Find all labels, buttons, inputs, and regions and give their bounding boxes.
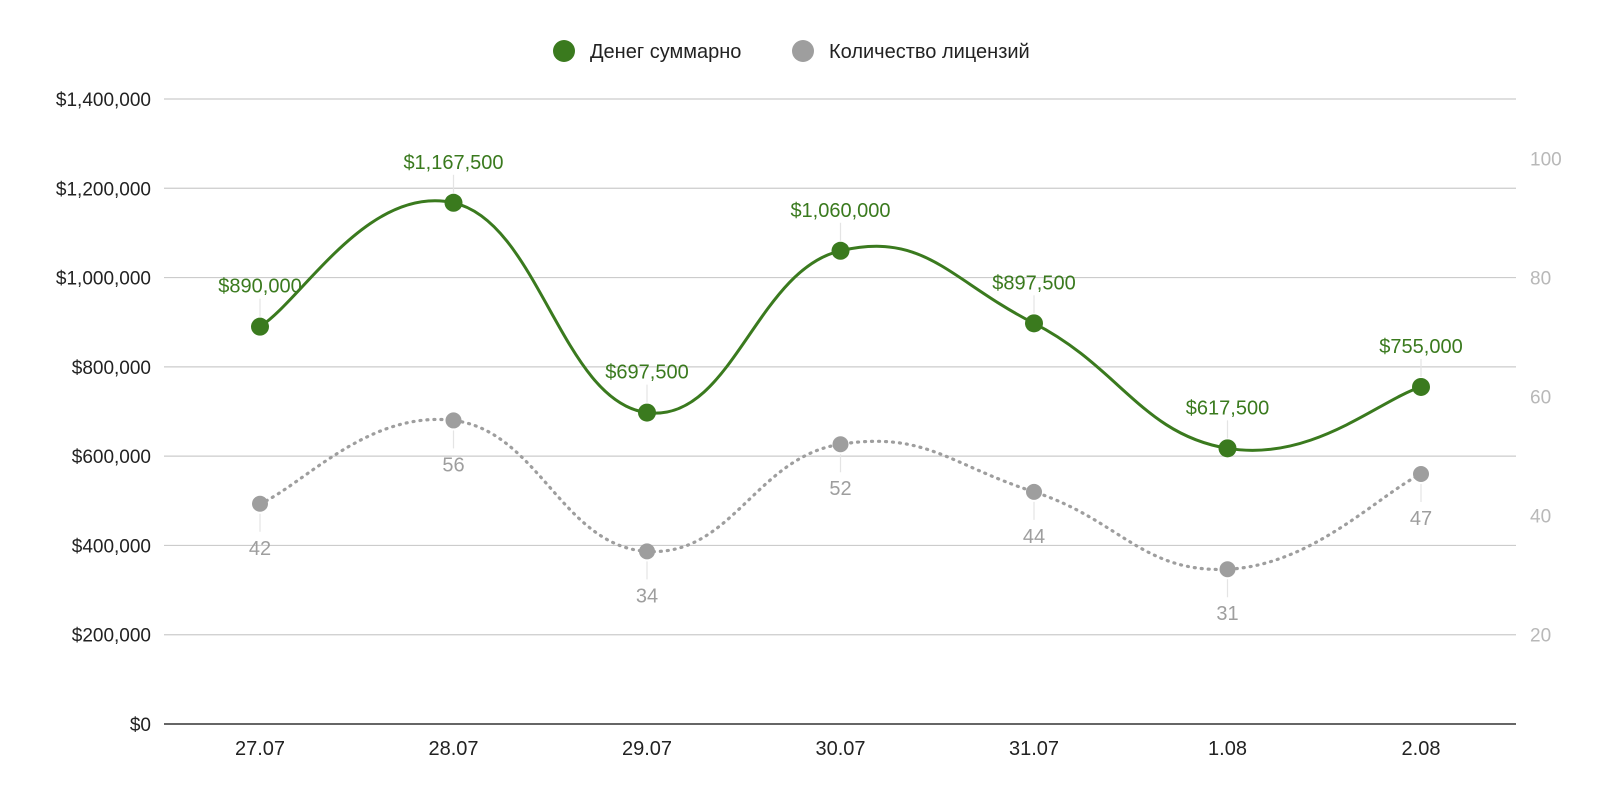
licenses-point — [639, 543, 655, 560]
licenses-data-label: 47 — [1410, 508, 1432, 530]
money-point — [1218, 439, 1237, 458]
licenses-data-label: 42 — [249, 538, 271, 560]
money-point — [1025, 314, 1043, 333]
y-axis-left: $0 $200,000 $400,000 $600,000 $800,000 $1,000… — [56, 90, 151, 736]
money-point — [638, 403, 656, 422]
x-tick-label: 31.07 — [1009, 738, 1059, 760]
legend-marker-money — [553, 40, 575, 62]
y-right-tick-label: 20 — [1530, 626, 1551, 647]
y-left-tick-label: $600,000 — [72, 447, 151, 468]
money-data-label: $617,500 — [1186, 397, 1269, 419]
money-point — [1412, 377, 1430, 396]
x-tick-label: 1.08 — [1208, 738, 1247, 760]
licenses-data-label: 56 — [442, 454, 464, 476]
licenses-point — [1219, 561, 1236, 578]
y-left-tick-label: $0 — [130, 715, 151, 736]
money-data-label: $1,060,000 — [790, 200, 890, 222]
y-right-tick-label: 40 — [1530, 507, 1551, 528]
legend: Денег суммарно Количество лицензий — [553, 40, 1030, 63]
legend-label-licenses: Количество лицензий — [829, 41, 1030, 63]
y-right-tick-label: 100 — [1530, 150, 1562, 171]
x-tick-label: 29.07 — [622, 738, 672, 760]
data-labels: 42 56 34 52 44 31 47 $890,000 $1,167,500 $697,500… — [218, 152, 1462, 625]
series-points — [251, 193, 1430, 578]
licenses-point — [1026, 483, 1042, 500]
money-data-label: $897,500 — [992, 272, 1075, 294]
licenses-data-label: 31 — [1216, 603, 1238, 625]
licenses-data-label: 52 — [829, 478, 851, 500]
licenses-point — [1413, 466, 1429, 482]
money-point — [251, 317, 269, 336]
x-tick-label: 30.07 — [815, 738, 865, 760]
gridlines — [164, 98, 1516, 725]
licenses-data-label: 34 — [636, 585, 658, 607]
money-point — [444, 193, 463, 212]
x-axis: 27.07 28.07 29.07 30.07 31.07 1.08 2.08 — [235, 738, 1441, 760]
money-data-label: $890,000 — [218, 276, 301, 298]
y-left-tick-label: $1,400,000 — [56, 90, 151, 111]
money-data-label: $755,000 — [1379, 336, 1462, 358]
x-tick-label: 28.07 — [428, 738, 478, 760]
y-right-tick-label: 60 — [1530, 388, 1551, 409]
y-left-tick-label: $1,000,000 — [56, 269, 151, 290]
money-point — [831, 241, 850, 260]
money-data-label: $1,167,500 — [403, 152, 503, 174]
legend-label-money: Денег суммарно — [590, 41, 741, 63]
y-left-tick-label: $400,000 — [72, 536, 151, 557]
data-label-leaders — [259, 174, 1422, 598]
money-data-label: $697,500 — [605, 362, 688, 384]
x-tick-label: 2.08 — [1402, 738, 1441, 760]
licenses-point — [832, 436, 849, 453]
x-tick-label: 27.07 — [235, 738, 285, 760]
y-left-tick-label: $200,000 — [72, 626, 151, 647]
y-right-tick-label: 80 — [1530, 269, 1551, 290]
y-left-tick-label: $800,000 — [72, 358, 151, 379]
licenses-point — [252, 495, 268, 512]
legend-marker-licenses — [792, 40, 814, 62]
licenses-data-label: 44 — [1023, 526, 1045, 548]
y-axis-right: 20 40 60 80 100 — [1530, 150, 1562, 647]
y-left-tick-label: $1,200,000 — [56, 179, 151, 200]
licenses-point — [445, 412, 462, 429]
